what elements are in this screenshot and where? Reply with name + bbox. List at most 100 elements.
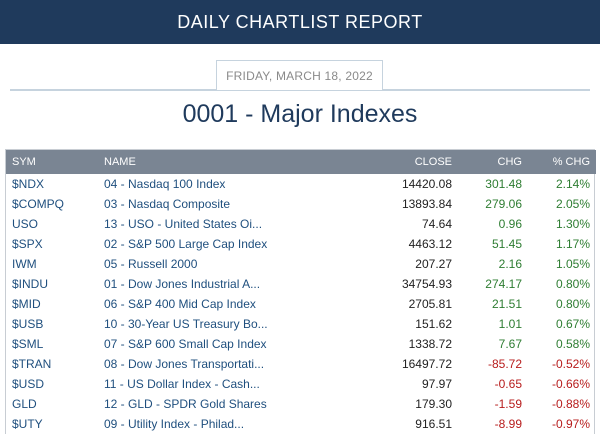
name-link[interactable]: 03 - Nasdaq Composite [104, 197, 231, 211]
table-row[interactable]: $MID 06 - S&P 400 Mid Cap Index 2705.81 21.… [6, 294, 596, 314]
name-cell: 02 - S&P 500 Large Cap Index [98, 234, 308, 254]
table-row[interactable]: USO 13 - USO - United States Oi... 74.64 0.… [6, 214, 596, 234]
table-row[interactable]: $USB 10 - 30-Year US Treasury Bo... 151.62… [6, 314, 596, 334]
symbol-cell: $USB [6, 314, 98, 334]
close-cell: 16497.72 [401, 357, 452, 371]
close-cell: 916.51 [415, 417, 452, 431]
report-banner: DAILY CHARTLIST REPORT [0, 0, 600, 44]
change-cell: 2.16 [498, 257, 522, 271]
table-row[interactable]: $INDU 01 - Dow Jones Industrial A... 34754… [6, 274, 596, 294]
name-cell: 08 - Dow Jones Transportati... [98, 354, 308, 374]
close-cell: 151.62 [415, 317, 452, 331]
name-cell: 09 - Utility Index - Philad... [98, 414, 308, 434]
close-cell: 2705.81 [408, 297, 452, 311]
name-link[interactable]: 01 - Dow Jones Industrial A... [104, 277, 261, 291]
percent-change-cell: -0.88% [551, 397, 590, 411]
percent-change-cell: 0.80% [555, 297, 590, 311]
symbol-cell: $SML [6, 334, 98, 354]
percent-change-cell: 2.14% [555, 177, 590, 191]
percent-change-cell: -0.52% [551, 357, 590, 371]
change-cell: 279.06 [485, 197, 522, 211]
table-row[interactable]: $USD 11 - US Dollar Index - Cash... 97.97 -… [6, 374, 596, 394]
column-header-pct-chg[interactable]: % CHG [552, 156, 590, 168]
percent-change-cell: 2.05% [555, 197, 590, 211]
symbol-cell: $NDX [6, 174, 98, 194]
table-row[interactable]: GLD 12 - GLD - SPDR Gold Shares 179.30 -1.5… [6, 394, 596, 414]
symbol-link[interactable]: GLD [12, 397, 37, 411]
percent-change-cell: -0.97% [551, 417, 590, 431]
close-cell: 4463.12 [408, 237, 452, 251]
name-cell: 05 - Russell 2000 [98, 254, 308, 274]
indexes-table: SYM NAME CLOSE CHG % CHG $NDX 04 - Nasdaq… [6, 150, 596, 434]
change-cell: 7.67 [498, 337, 522, 351]
name-link[interactable]: 11 - US Dollar Index - Cash... [104, 377, 260, 391]
symbol-link[interactable]: USO [12, 217, 39, 231]
close-cell: 97.97 [421, 377, 452, 391]
name-link[interactable]: 12 - GLD - SPDR Gold Shares [104, 397, 267, 411]
table-row[interactable]: $COMPQ 03 - Nasdaq Composite 13893.84 279.0… [6, 194, 596, 214]
name-link[interactable]: 07 - S&P 600 Small Cap Index [104, 337, 267, 351]
name-cell: 12 - GLD - SPDR Gold Shares [98, 394, 308, 414]
change-cell: 51.45 [491, 237, 522, 251]
symbol-cell: USO [6, 214, 98, 234]
symbol-link[interactable]: $INDU [12, 277, 49, 291]
table-row[interactable]: $UTY 09 - Utility Index - Philad... 916.51… [6, 414, 596, 434]
symbol-cell: $COMPQ [6, 194, 98, 214]
name-link[interactable]: 04 - Nasdaq 100 Index [104, 177, 226, 191]
close-cell: 74.64 [421, 217, 452, 231]
percent-change-cell: -0.66% [551, 377, 590, 391]
symbol-link[interactable]: IWM [12, 257, 37, 271]
symbol-cell: $SPX [6, 234, 98, 254]
chartlist-title: 0001 - Major Indexes [182, 100, 418, 128]
symbol-link[interactable]: $TRAN [12, 357, 52, 371]
symbol-link[interactable]: $MID [12, 297, 41, 311]
name-cell: 13 - USO - United States Oi... [98, 214, 308, 234]
name-link[interactable]: 06 - S&P 400 Mid Cap Index [104, 297, 256, 311]
table-row[interactable]: $SML 07 - S&P 600 Small Cap Index 1338.72 7… [6, 334, 596, 354]
indexes-table-container: SYM NAME CLOSE CHG % CHG $NDX 04 - Nasdaq… [5, 149, 596, 434]
name-link[interactable]: 13 - USO - United States Oi... [104, 217, 263, 231]
date-divider [10, 89, 590, 91]
symbol-link[interactable]: $SPX [12, 237, 43, 251]
change-cell: 0.96 [498, 217, 522, 231]
symbol-link[interactable]: $USB [12, 317, 44, 331]
table-body: $NDX 04 - Nasdaq 100 Index 14420.08 301.48 2… [6, 174, 596, 434]
symbol-link[interactable]: $UTY [12, 417, 43, 431]
name-link[interactable]: 05 - Russell 2000 [104, 257, 198, 271]
column-header-chg[interactable]: CHG [497, 156, 522, 168]
symbol-cell: $USD [6, 374, 98, 394]
symbol-link[interactable]: $COMPQ [12, 197, 65, 211]
symbol-link[interactable]: $USD [12, 377, 45, 391]
table-row[interactable]: $TRAN 08 - Dow Jones Transportati... 16497… [6, 354, 596, 374]
close-cell: 207.27 [415, 257, 452, 271]
change-cell: -85.72 [487, 357, 522, 371]
table-row[interactable]: $NDX 04 - Nasdaq 100 Index 14420.08 301.48 2… [6, 174, 596, 194]
table-header-row: SYM NAME CLOSE CHG % CHG [6, 150, 596, 174]
column-header-name[interactable]: NAME [104, 156, 136, 168]
close-cell: 34754.93 [401, 277, 452, 291]
name-cell: 04 - Nasdaq 100 Index [98, 174, 308, 194]
column-header-close[interactable]: CLOSE [414, 156, 452, 168]
table-row[interactable]: $SPX 02 - S&P 500 Large Cap Index 4463.12 5… [6, 234, 596, 254]
symbol-cell: IWM [6, 254, 98, 274]
name-link[interactable]: 10 - 30-Year US Treasury Bo... [104, 317, 268, 331]
percent-change-cell: 1.05% [555, 257, 590, 271]
name-link[interactable]: 08 - Dow Jones Transportati... [104, 357, 265, 371]
change-cell: -8.99 [494, 417, 522, 431]
name-link[interactable]: 09 - Utility Index - Philad... [104, 417, 245, 431]
symbol-link[interactable]: $NDX [12, 177, 45, 191]
change-cell: 1.01 [498, 317, 522, 331]
date-row: FRIDAY, MARCH 18, 2022 [0, 60, 600, 91]
change-cell: -0.65 [494, 377, 522, 391]
percent-change-cell: 1.30% [555, 217, 590, 231]
table-row[interactable]: IWM 05 - Russell 2000 207.27 2.16 1.05% [6, 254, 596, 274]
name-cell: 01 - Dow Jones Industrial A... [98, 274, 308, 294]
symbol-link[interactable]: $SML [12, 337, 44, 351]
percent-change-cell: 0.67% [555, 317, 590, 331]
symbol-cell: GLD [6, 394, 98, 414]
symbol-cell: $MID [6, 294, 98, 314]
name-cell: 11 - US Dollar Index - Cash... [98, 374, 308, 394]
column-header-sym[interactable]: SYM [12, 156, 36, 168]
name-link[interactable]: 02 - S&P 500 Large Cap Index [104, 237, 268, 251]
close-cell: 14420.08 [401, 177, 452, 191]
